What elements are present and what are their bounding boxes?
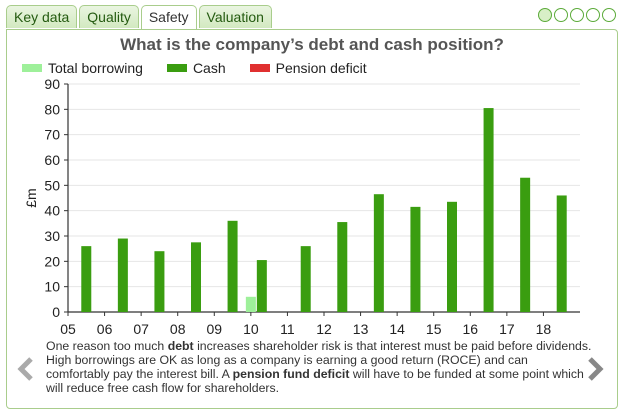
y-axis-label: £m	[23, 188, 39, 207]
x-tick-label: 13	[353, 321, 369, 337]
bar-cash	[410, 206, 421, 312]
page-dot-5[interactable]	[602, 8, 616, 22]
tab-quality[interactable]: Quality	[79, 5, 139, 28]
x-tick-label: 11	[280, 321, 295, 337]
chart-title: What is the company’s debt and cash posi…	[120, 35, 504, 54]
y-tick-label: 70	[44, 127, 60, 143]
bar-cash	[191, 242, 201, 312]
bar-cash	[227, 220, 238, 312]
legend-swatch-cash	[166, 64, 187, 72]
term-pension-fund-deficit: pension fund deficit	[232, 367, 350, 381]
y-tick-label: 10	[44, 279, 60, 295]
x-tick-label: 09	[206, 321, 222, 337]
legend-item-total-borrowing[interactable]: Total borrowing	[22, 60, 143, 76]
x-tick-label: 18	[536, 321, 552, 337]
bar-cash	[81, 246, 92, 312]
bar-cash	[447, 201, 457, 312]
bar-cash	[556, 195, 567, 312]
legend-swatch-total-borrowing	[22, 64, 42, 72]
chevron-right-icon[interactable]	[586, 356, 604, 382]
y-tick-label: 30	[44, 228, 60, 244]
tab-safety[interactable]: Safety	[140, 5, 197, 30]
bar-cash	[154, 251, 165, 312]
bar-cash	[117, 238, 128, 312]
y-tick-label: 20	[44, 253, 60, 269]
legend-swatch-pension-deficit	[249, 64, 270, 72]
legend-label-cash: Cash	[192, 60, 226, 76]
page-dot-3[interactable]	[570, 8, 584, 22]
legend-label-total-borrowing: Total borrowing	[48, 60, 143, 76]
bar-cash	[300, 246, 311, 312]
term-debt: debt	[167, 339, 194, 353]
x-tick-label: 17	[499, 321, 515, 337]
legend-item-pension-deficit[interactable]: Pension deficit	[249, 60, 367, 76]
x-tick-label: 08	[170, 321, 186, 337]
x-tick-label: 12	[316, 321, 332, 337]
legend-label-pension-deficit: Pension deficit	[275, 60, 367, 76]
tab-valuation[interactable]: Valuation	[198, 5, 272, 28]
x-tick-label: 07	[133, 321, 149, 337]
chart-description: One reason too much debt increases share…	[46, 339, 592, 395]
bar-cash	[483, 108, 494, 312]
tab-bar: Key data Quality Safety Valuation	[6, 5, 274, 30]
bar-cash	[256, 260, 267, 312]
y-tick-label: 60	[44, 152, 60, 168]
bar-cash	[373, 194, 384, 312]
debt-cash-chart: 0 10 20 30 40 50 60 70 80 90 05 06 07 08 09 10 11 12 13 14 1…	[23, 76, 580, 337]
page-dot-1[interactable]	[538, 8, 552, 22]
y-tick-label: 50	[44, 177, 60, 193]
y-tick-label: 0	[52, 304, 60, 320]
x-tick-label: 16	[462, 321, 478, 337]
chart-legend: Total borrowing Cash Pension deficit	[22, 60, 391, 76]
y-tick-label: 80	[44, 101, 60, 117]
x-tick-label: 14	[389, 321, 405, 337]
legend-item-cash[interactable]: Cash	[166, 60, 226, 76]
bar-cash	[520, 177, 531, 312]
page-dot-4[interactable]	[586, 8, 600, 22]
x-tick-label: 06	[97, 321, 113, 337]
page-dot-2[interactable]	[554, 8, 568, 22]
x-tick-label: 15	[426, 321, 442, 337]
tab-key-data[interactable]: Key data	[6, 5, 78, 28]
bar-cash	[337, 222, 348, 312]
y-tick-label: 90	[44, 76, 60, 92]
x-tick-label: 05	[60, 321, 76, 337]
bar-total-borrowing	[245, 296, 256, 312]
page-indicator	[538, 8, 616, 22]
chevron-left-icon[interactable]	[17, 356, 35, 382]
x-tick-label: 10	[243, 321, 259, 337]
content-panel	[6, 29, 618, 409]
y-tick-label: 40	[44, 203, 60, 219]
